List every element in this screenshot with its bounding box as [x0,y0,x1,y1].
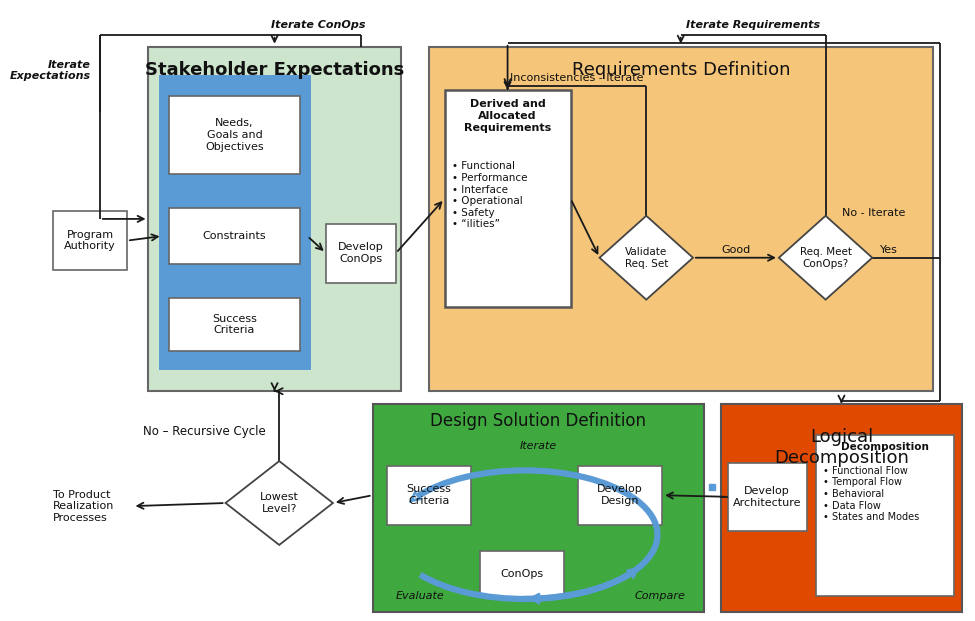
Bar [387,466,471,525]
Text: Inconsistencies - Iterate: Inconsistencies - Iterate [510,73,644,83]
Text: Good: Good [722,245,751,255]
Text: Logical
Decomposition: Logical Decomposition [774,428,909,467]
Text: Compare: Compare [635,591,685,601]
Bar [148,47,401,391]
Text: • Functional Flow
• Temporal Flow
• Behavioral
• Data Flow
• States and Modes: • Functional Flow • Temporal Flow • Beha… [823,466,919,522]
Bar [429,47,933,391]
Text: No - Iterate: No - Iterate [841,208,905,218]
Bar [169,298,299,351]
Text: Needs,
Goals and
Objectives: Needs, Goals and Objectives [205,119,263,152]
Text: ConOps: ConOps [500,569,544,579]
Text: Constraints: Constraints [203,231,266,241]
Text: Develop
Architecture: Develop Architecture [733,486,801,507]
Text: To Product
Realization
Processes: To Product Realization Processes [54,489,115,523]
Bar [326,224,396,283]
Text: Develop
Design: Develop Design [598,484,643,506]
Text: Success
Criteria: Success Criteria [212,314,256,335]
Bar [163,78,307,366]
Polygon shape [779,216,873,300]
Text: Lowest
Level?: Lowest Level? [259,492,298,514]
Text: Req. Meet
ConOps?: Req. Meet ConOps? [800,247,851,268]
Text: Validate
Req. Set: Validate Req. Set [625,247,668,268]
Text: Decomposition: Decomposition [841,442,929,452]
Bar [372,404,704,612]
Text: Derived and
Allocated
Requirements: Derived and Allocated Requirements [464,99,551,132]
Bar [721,404,962,612]
Bar [169,96,299,174]
Text: Yes: Yes [879,245,898,255]
Text: Evaluate: Evaluate [396,591,445,601]
Bar [578,466,662,525]
Bar [54,211,127,270]
Bar [727,463,807,531]
Text: Iterate Requirements: Iterate Requirements [686,20,820,30]
Text: Develop
ConOps: Develop ConOps [338,242,384,264]
Text: Iterate: Iterate [520,441,557,451]
Text: Stakeholder Expectations: Stakeholder Expectations [145,61,405,79]
Text: Program
Authority: Program Authority [64,230,116,252]
Text: Requirements Definition: Requirements Definition [571,61,790,79]
Bar [480,551,565,597]
Polygon shape [600,216,693,300]
Text: No – Recursive Cycle: No – Recursive Cycle [143,425,266,438]
Text: Success
Criteria: Success Criteria [407,484,451,506]
Text: • Functional
• Performance
• Interface
• Operational
• Safety
• “ilities”: • Functional • Performance • Interface •… [452,161,527,230]
Bar [816,435,955,596]
Bar [445,90,570,307]
Text: Design Solution Definition: Design Solution Definition [430,412,646,430]
Bar [169,208,299,264]
Text: Iterate ConOps: Iterate ConOps [270,20,365,30]
Polygon shape [225,461,332,545]
Text: Iterate
Expectations: Iterate Expectations [10,60,91,81]
